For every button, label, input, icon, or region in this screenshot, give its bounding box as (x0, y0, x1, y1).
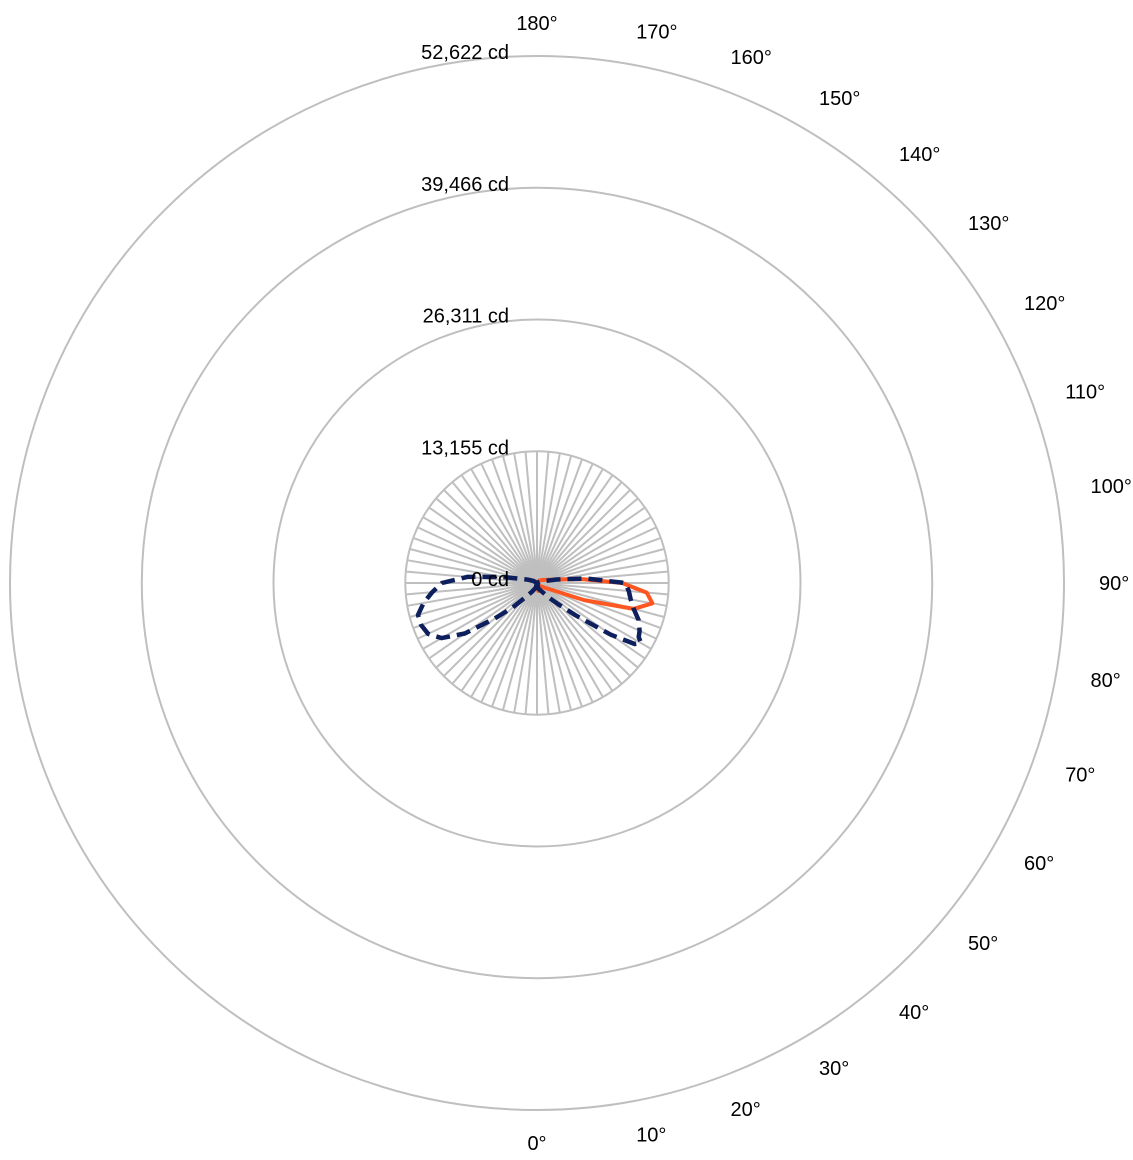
grid-spoke (513, 453, 538, 584)
grid-spoke (452, 481, 538, 584)
label-layer: 0 cd 13,155 cd 26,311 cd 39,466 cd 52,622 cd… (421, 13, 1132, 1155)
grid-spoke (536, 582, 645, 659)
grid-spoke (429, 507, 538, 584)
grid-spoke (536, 582, 667, 607)
grid-spoke (536, 582, 613, 691)
angle-label: 60° (1024, 853, 1054, 875)
angle-label: 30° (819, 1058, 849, 1080)
grid-spoke (491, 582, 538, 707)
grid-spoke (470, 469, 538, 584)
angle-label: 10° (636, 1125, 666, 1147)
grid-ring (404, 450, 670, 716)
grid-ring (9, 55, 1065, 1111)
grid-spoke (470, 582, 538, 697)
radial-tick-label: 0 cd (471, 569, 509, 591)
grid-spoke (536, 456, 572, 584)
grid-spoke (536, 516, 651, 584)
grid-spoke (536, 481, 622, 584)
angle-label: 90° (1099, 573, 1129, 595)
grid-spoke (536, 582, 651, 650)
angle-label: 160° (731, 47, 772, 69)
angle-label: 170° (636, 22, 677, 44)
angle-label: 100° (1091, 476, 1132, 498)
series-layer (415, 574, 655, 647)
angle-label: 20° (731, 1099, 761, 1121)
grid-spoke (413, 537, 538, 584)
angle-label: 0° (527, 1133, 546, 1155)
grid-spoke (443, 489, 538, 584)
dashed-series-right (534, 576, 644, 647)
grid-spoke (461, 475, 538, 584)
angle-label: 80° (1091, 670, 1121, 692)
grid-spoke (461, 582, 538, 691)
angle-label: 50° (968, 933, 998, 955)
radial-tick-label: 26,311 cd (423, 306, 509, 328)
grid-spoke (536, 526, 657, 584)
grid-spoke (536, 582, 639, 668)
grid-spoke (536, 582, 664, 618)
grid-spoke (513, 582, 538, 713)
grid-spoke (435, 498, 538, 584)
grid-spoke (502, 582, 538, 710)
grid-spoke (429, 582, 538, 659)
angle-label: 130° (968, 213, 1009, 235)
polar-grid (9, 55, 1065, 1111)
grid-spoke (536, 453, 561, 584)
grid-spoke (410, 582, 538, 618)
grid-spoke (502, 456, 538, 584)
grid-spoke (536, 463, 594, 584)
radial-tick-label: 39,466 cd (421, 174, 509, 196)
grid-spoke (536, 582, 604, 697)
grid-spoke (423, 516, 538, 584)
grid-spoke (407, 582, 538, 607)
dashed-series-left (415, 574, 540, 641)
grid-ring (272, 318, 802, 848)
angle-label: 180° (516, 13, 557, 35)
angle-label: 40° (899, 1002, 929, 1024)
angle-label: 120° (1024, 293, 1065, 315)
grid-spoke (536, 582, 561, 713)
grid-spoke (413, 582, 538, 629)
grid-spoke (406, 582, 538, 596)
radial-tick-label: 13,155 cd (421, 437, 509, 459)
grid-ring (140, 186, 934, 980)
angle-label: 140° (899, 144, 940, 166)
grid-spoke (536, 582, 572, 710)
grid-spoke (536, 582, 550, 714)
grid-spoke (536, 489, 631, 584)
grid-spoke (536, 452, 550, 584)
grid-spoke (536, 507, 645, 584)
angle-label: 110° (1065, 382, 1105, 404)
grid-spoke (536, 498, 639, 584)
grid-spoke (536, 475, 613, 584)
grid-spoke (417, 526, 538, 584)
radial-tick-label: 52,622 cd (421, 42, 509, 64)
angle-label: 70° (1065, 765, 1095, 787)
grid-spoke (480, 582, 538, 703)
grid-spoke (524, 582, 538, 714)
angle-label: 150° (819, 88, 860, 110)
grid-spoke (536, 582, 594, 703)
grid-spoke (536, 537, 661, 584)
grid-spoke (536, 459, 583, 584)
grid-spoke (491, 459, 538, 584)
grid-spoke (417, 582, 538, 640)
grid-spoke (480, 463, 538, 584)
grid-spoke (435, 582, 538, 668)
grid-spoke (536, 582, 583, 707)
grid-spoke (536, 469, 604, 584)
grid-spoke (524, 452, 538, 584)
